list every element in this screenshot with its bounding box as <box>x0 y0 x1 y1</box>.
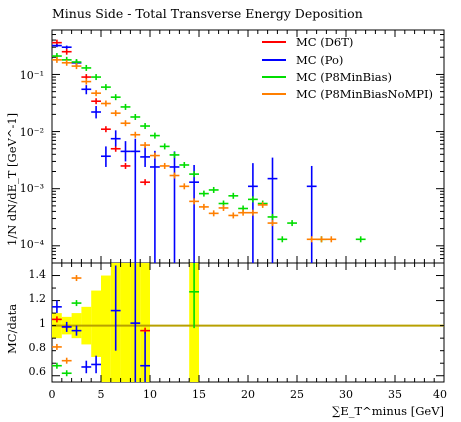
legend-label: MC (D6T) <box>296 35 353 49</box>
ratio-band-segment <box>101 275 111 382</box>
legend: MC (D6T) MC (Po) MC (P8MinBias) MC (P8Mi… <box>262 35 433 101</box>
x-tick-label: 30 <box>339 388 353 401</box>
x-axis-label: ∑E_T^minus [GeV] <box>332 404 444 418</box>
ratio-band-segment <box>140 263 150 382</box>
main-plot-series <box>52 39 366 263</box>
axis-ticks <box>51 30 445 382</box>
legend-label: MC (P8MinBias) <box>296 70 392 84</box>
ratio-axis-label: MC/data <box>5 304 19 354</box>
legend-label: MC (P8MinBiasNoMPI) <box>296 87 433 101</box>
ratio-uncertainty-band <box>52 263 199 382</box>
legend-entry: MC (P8MinBiasNoMPI) <box>262 87 433 101</box>
legend-entry: MC (P8MinBias) <box>262 70 392 84</box>
x-tick-labels: 0 5 10 15 20 25 30 35 40 <box>49 388 448 401</box>
y-tick-label: 10⁻⁴ <box>20 238 45 251</box>
y-tick-label: 10⁻¹ <box>20 69 44 82</box>
x-tick-label: 0 <box>49 388 56 401</box>
x-tick-label: 40 <box>433 388 447 401</box>
legend-entry: MC (Po) <box>262 53 343 67</box>
legend-label: MC (Po) <box>296 53 343 67</box>
ratio-band-segment <box>120 263 131 382</box>
ratio-plot-series <box>52 263 199 382</box>
x-tick-label: 10 <box>143 388 157 401</box>
chart-title: Minus Side - Total Transverse Energy Dep… <box>52 6 363 21</box>
ratio-tick-labels: 0.6 0.8 1 1.2 1.4 <box>29 268 47 378</box>
ratio-tick-label: 1.2 <box>29 292 47 305</box>
x-tick-label: 35 <box>388 388 402 401</box>
x-tick-label: 5 <box>98 388 105 401</box>
upper-plot-frame <box>51 29 445 264</box>
ratio-band-segment <box>91 290 101 357</box>
ratio-tick-label: 0.6 <box>29 365 47 378</box>
ratio-tick-label: 1 <box>39 317 46 330</box>
y-tick-label: 10⁻² <box>20 126 44 139</box>
legend-entry: MC (D6T) <box>262 35 353 49</box>
ratio-tick-label: 0.8 <box>29 341 47 354</box>
y-tick-label: 10⁻³ <box>20 182 44 195</box>
x-tick-label: 15 <box>192 388 206 401</box>
x-tick-label: 20 <box>241 388 255 401</box>
y-axis-label: 1/N dN/dE_T [GeV^-1] <box>5 113 19 246</box>
y-tick-labels: 10⁻¹ 10⁻² 10⁻³ 10⁻⁴ <box>20 69 45 251</box>
ratio-tick-label: 1.4 <box>29 268 47 281</box>
x-tick-label: 25 <box>290 388 304 401</box>
